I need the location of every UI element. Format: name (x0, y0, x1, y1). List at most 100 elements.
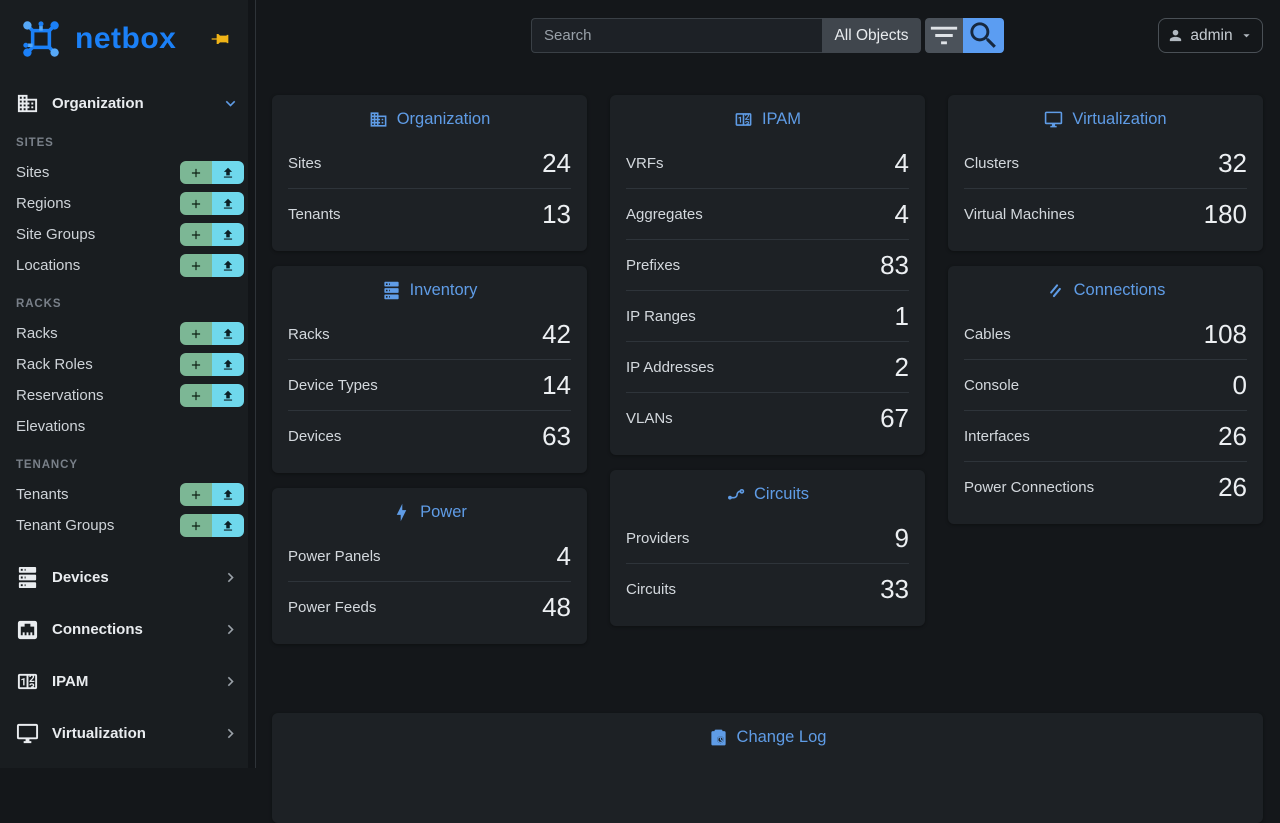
stat-label[interactable]: Cables (964, 325, 1011, 343)
stat-value[interactable]: 33 (880, 574, 909, 604)
sidebar-menu-devices[interactable]: Devices (0, 551, 256, 603)
stat-label[interactable]: Console (964, 376, 1020, 394)
stat-label[interactable]: Circuits (626, 580, 677, 598)
add-button[interactable] (180, 161, 212, 184)
stat-value[interactable]: 48 (542, 592, 571, 622)
import-button[interactable] (212, 192, 244, 215)
stat-row-clusters: Clusters 32 (964, 138, 1247, 188)
stat-label[interactable]: Racks (288, 325, 330, 343)
stat-value[interactable]: 14 (542, 370, 571, 400)
stat-label[interactable]: Devices (288, 427, 342, 445)
stat-value[interactable]: 42 (542, 319, 571, 349)
stat-label[interactable]: IP Addresses (626, 358, 715, 376)
stat-label[interactable]: Power Panels (288, 547, 381, 565)
import-button[interactable] (212, 161, 244, 184)
stat-label[interactable]: Power Feeds (288, 598, 377, 616)
sidebar-scrollbar[interactable] (248, 0, 256, 768)
stat-value[interactable]: 4 (556, 541, 571, 571)
stat-value[interactable]: 180 (1203, 199, 1247, 229)
user-menu-button[interactable]: admin (1158, 18, 1263, 53)
sidebar-item-regions[interactable]: Regions (0, 188, 256, 219)
netbox-logo[interactable]: netbox (18, 16, 176, 62)
stat-label[interactable]: Sites (288, 154, 322, 172)
sidebar-item-racks[interactable]: Racks (0, 318, 256, 349)
import-button[interactable] (212, 223, 244, 246)
stat-label[interactable]: Providers (626, 529, 690, 547)
stat-value[interactable]: 4 (894, 199, 909, 229)
stat-value[interactable]: 4 (894, 148, 909, 178)
import-button[interactable] (212, 254, 244, 277)
stat-value[interactable]: 13 (542, 199, 571, 229)
stat-value[interactable]: 32 (1218, 148, 1247, 178)
sidebar-item-reservations[interactable]: Reservations (0, 380, 256, 411)
stat-label[interactable]: Device Types (288, 376, 378, 394)
import-button[interactable] (212, 353, 244, 376)
stat-label[interactable]: Aggregates (626, 205, 703, 223)
add-button[interactable] (180, 514, 212, 537)
chevron-down-icon (221, 94, 240, 113)
sidebar-item-sites[interactable]: Sites (0, 157, 256, 188)
stat-value[interactable]: 2 (894, 352, 909, 382)
sidebar-menu-connections[interactable]: Connections (0, 603, 256, 655)
sidebar-item-label: Elevations (16, 418, 86, 435)
import-button[interactable] (212, 384, 244, 407)
filter-button[interactable] (925, 18, 963, 53)
card-icon-server (382, 281, 401, 300)
stat-label[interactable]: Prefixes (626, 256, 681, 274)
stat-label[interactable]: Clusters (964, 154, 1020, 172)
stat-label[interactable]: Power Connections (964, 478, 1095, 496)
dashboard-column: Virtualization Clusters 32 Virtual Machi… (948, 95, 1263, 524)
search-button[interactable] (963, 18, 1004, 53)
stat-value[interactable]: 9 (894, 523, 909, 553)
add-button[interactable] (180, 192, 212, 215)
add-button[interactable] (180, 223, 212, 246)
stat-label[interactable]: VRFs (626, 154, 664, 172)
stat-value[interactable]: 67 (880, 403, 909, 433)
stat-value[interactable]: 0 (1232, 370, 1247, 400)
stat-value[interactable]: 63 (542, 421, 571, 451)
stat-value[interactable]: 26 (1218, 472, 1247, 502)
sidebar-item-tenant-groups[interactable]: Tenant Groups (0, 510, 256, 541)
stat-row-power-panels: Power Panels 4 (288, 531, 571, 581)
import-button[interactable] (212, 322, 244, 345)
sidebar-item-rack-roles[interactable]: Rack Roles (0, 349, 256, 380)
import-button[interactable] (212, 514, 244, 537)
stat-label[interactable]: Tenants (288, 205, 341, 223)
import-button[interactable] (212, 483, 244, 506)
stat-row-ip-ranges: IP Ranges 1 (626, 290, 909, 341)
card-icon-monitor (1044, 110, 1063, 129)
sidebar-item-tenants[interactable]: Tenants (0, 479, 256, 510)
dashboard-card-organization: Organization Sites 24 Tenants 13 (272, 95, 587, 251)
stat-label[interactable]: VLANs (626, 409, 673, 427)
pin-sidebar-button[interactable] (210, 29, 230, 49)
menu-icon-server (16, 566, 39, 589)
sidebar-menu-virtualization[interactable]: Virtualization (0, 707, 256, 759)
stat-label[interactable]: IP Ranges (626, 307, 696, 325)
stat-value[interactable]: 108 (1203, 319, 1247, 349)
item-quick-actions (180, 192, 244, 215)
stat-label[interactable]: Virtual Machines (964, 205, 1075, 223)
stat-value[interactable]: 24 (542, 148, 571, 178)
add-button[interactable] (180, 353, 212, 376)
sidebar-menu-ipam[interactable]: IPAM (0, 655, 256, 707)
add-button[interactable] (180, 322, 212, 345)
sidebar-item-elevations[interactable]: Elevations (0, 411, 256, 442)
chevron-right-icon (221, 724, 240, 743)
stat-label[interactable]: Interfaces (964, 427, 1030, 445)
sidebar-item-organization[interactable]: Organization (0, 86, 256, 120)
stat-value[interactable]: 1 (894, 301, 909, 331)
add-button[interactable] (180, 483, 212, 506)
sidebar-item-locations[interactable]: Locations (0, 250, 256, 281)
stat-value[interactable]: 83 (880, 250, 909, 280)
sidebar-menu-label: IPAM (52, 672, 89, 690)
search-input[interactable] (531, 18, 822, 53)
card-title: Power (272, 488, 587, 531)
add-button[interactable] (180, 254, 212, 277)
card-title-text: Power (420, 503, 467, 521)
sidebar-item-site-groups[interactable]: Site Groups (0, 219, 256, 250)
add-button[interactable] (180, 384, 212, 407)
menu-icon-ethernet (16, 618, 39, 641)
sidebar-item-label: Racks (16, 325, 58, 342)
search-scope-button[interactable]: All Objects (822, 18, 921, 53)
stat-value[interactable]: 26 (1218, 421, 1247, 451)
